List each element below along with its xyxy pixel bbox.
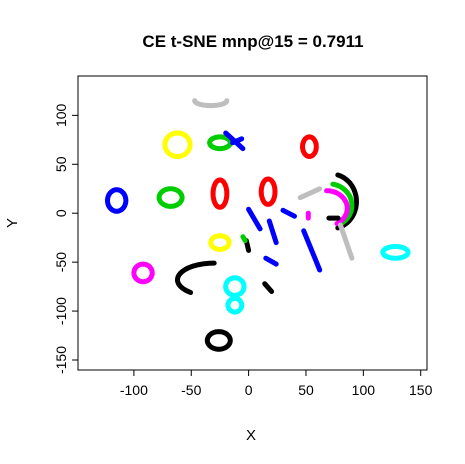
cluster-10 <box>210 177 230 210</box>
y-tick-label: -100 <box>53 297 69 325</box>
x-tick-label: -100 <box>120 382 148 398</box>
x-tick-label: 0 <box>245 382 253 398</box>
x-tick-label: 50 <box>298 382 314 398</box>
cluster-24 <box>301 228 323 273</box>
y-tick-label: 50 <box>53 156 69 172</box>
cluster-11 <box>258 176 278 207</box>
cluster-1 <box>162 130 193 159</box>
cluster-14 <box>335 172 359 231</box>
x-tick-label: -50 <box>181 382 201 398</box>
y-axis-label: Y <box>4 218 21 228</box>
cluster-21 <box>280 207 297 219</box>
cluster-9 <box>208 233 232 252</box>
cluster-16 <box>324 188 350 227</box>
y-tick-label: -50 <box>53 252 69 272</box>
cluster-5 <box>204 329 233 352</box>
cluster-26 <box>297 186 323 201</box>
cluster-8 <box>380 244 411 261</box>
cluster-25 <box>337 222 355 261</box>
cluster-7 <box>225 295 245 315</box>
cluster-19 <box>230 136 245 146</box>
y-axis: -150 -100 -50 0 50 100 <box>53 103 79 374</box>
y-tick-label: -150 <box>53 346 69 374</box>
cluster-15 <box>330 181 355 227</box>
y-tick-label: 100 <box>53 103 69 127</box>
x-axis-label: X <box>246 427 256 444</box>
cluster-23 <box>263 255 279 267</box>
x-tick-label: 100 <box>352 382 376 398</box>
x-axis: -100 -50 0 50 100 150 <box>120 369 433 398</box>
data-clusters <box>105 98 411 352</box>
plot-frame <box>77 75 428 371</box>
cluster-0 <box>192 98 230 109</box>
cluster-2 <box>156 186 185 209</box>
cluster-27 <box>262 281 275 294</box>
cluster-17 <box>175 260 217 295</box>
cluster-20 <box>246 206 263 232</box>
cluster-6 <box>223 275 247 298</box>
cluster-4 <box>131 261 155 285</box>
y-tick-label: 0 <box>53 209 69 217</box>
cluster-31 <box>240 234 248 244</box>
x-tick-label: 150 <box>409 382 433 398</box>
chart-title: CE t-SNE mnp@15 = 0.7911 <box>142 32 363 51</box>
cluster-3 <box>105 187 129 214</box>
cluster-22 <box>266 218 279 246</box>
cluster-12 <box>300 134 319 159</box>
cluster-13 <box>207 134 233 152</box>
